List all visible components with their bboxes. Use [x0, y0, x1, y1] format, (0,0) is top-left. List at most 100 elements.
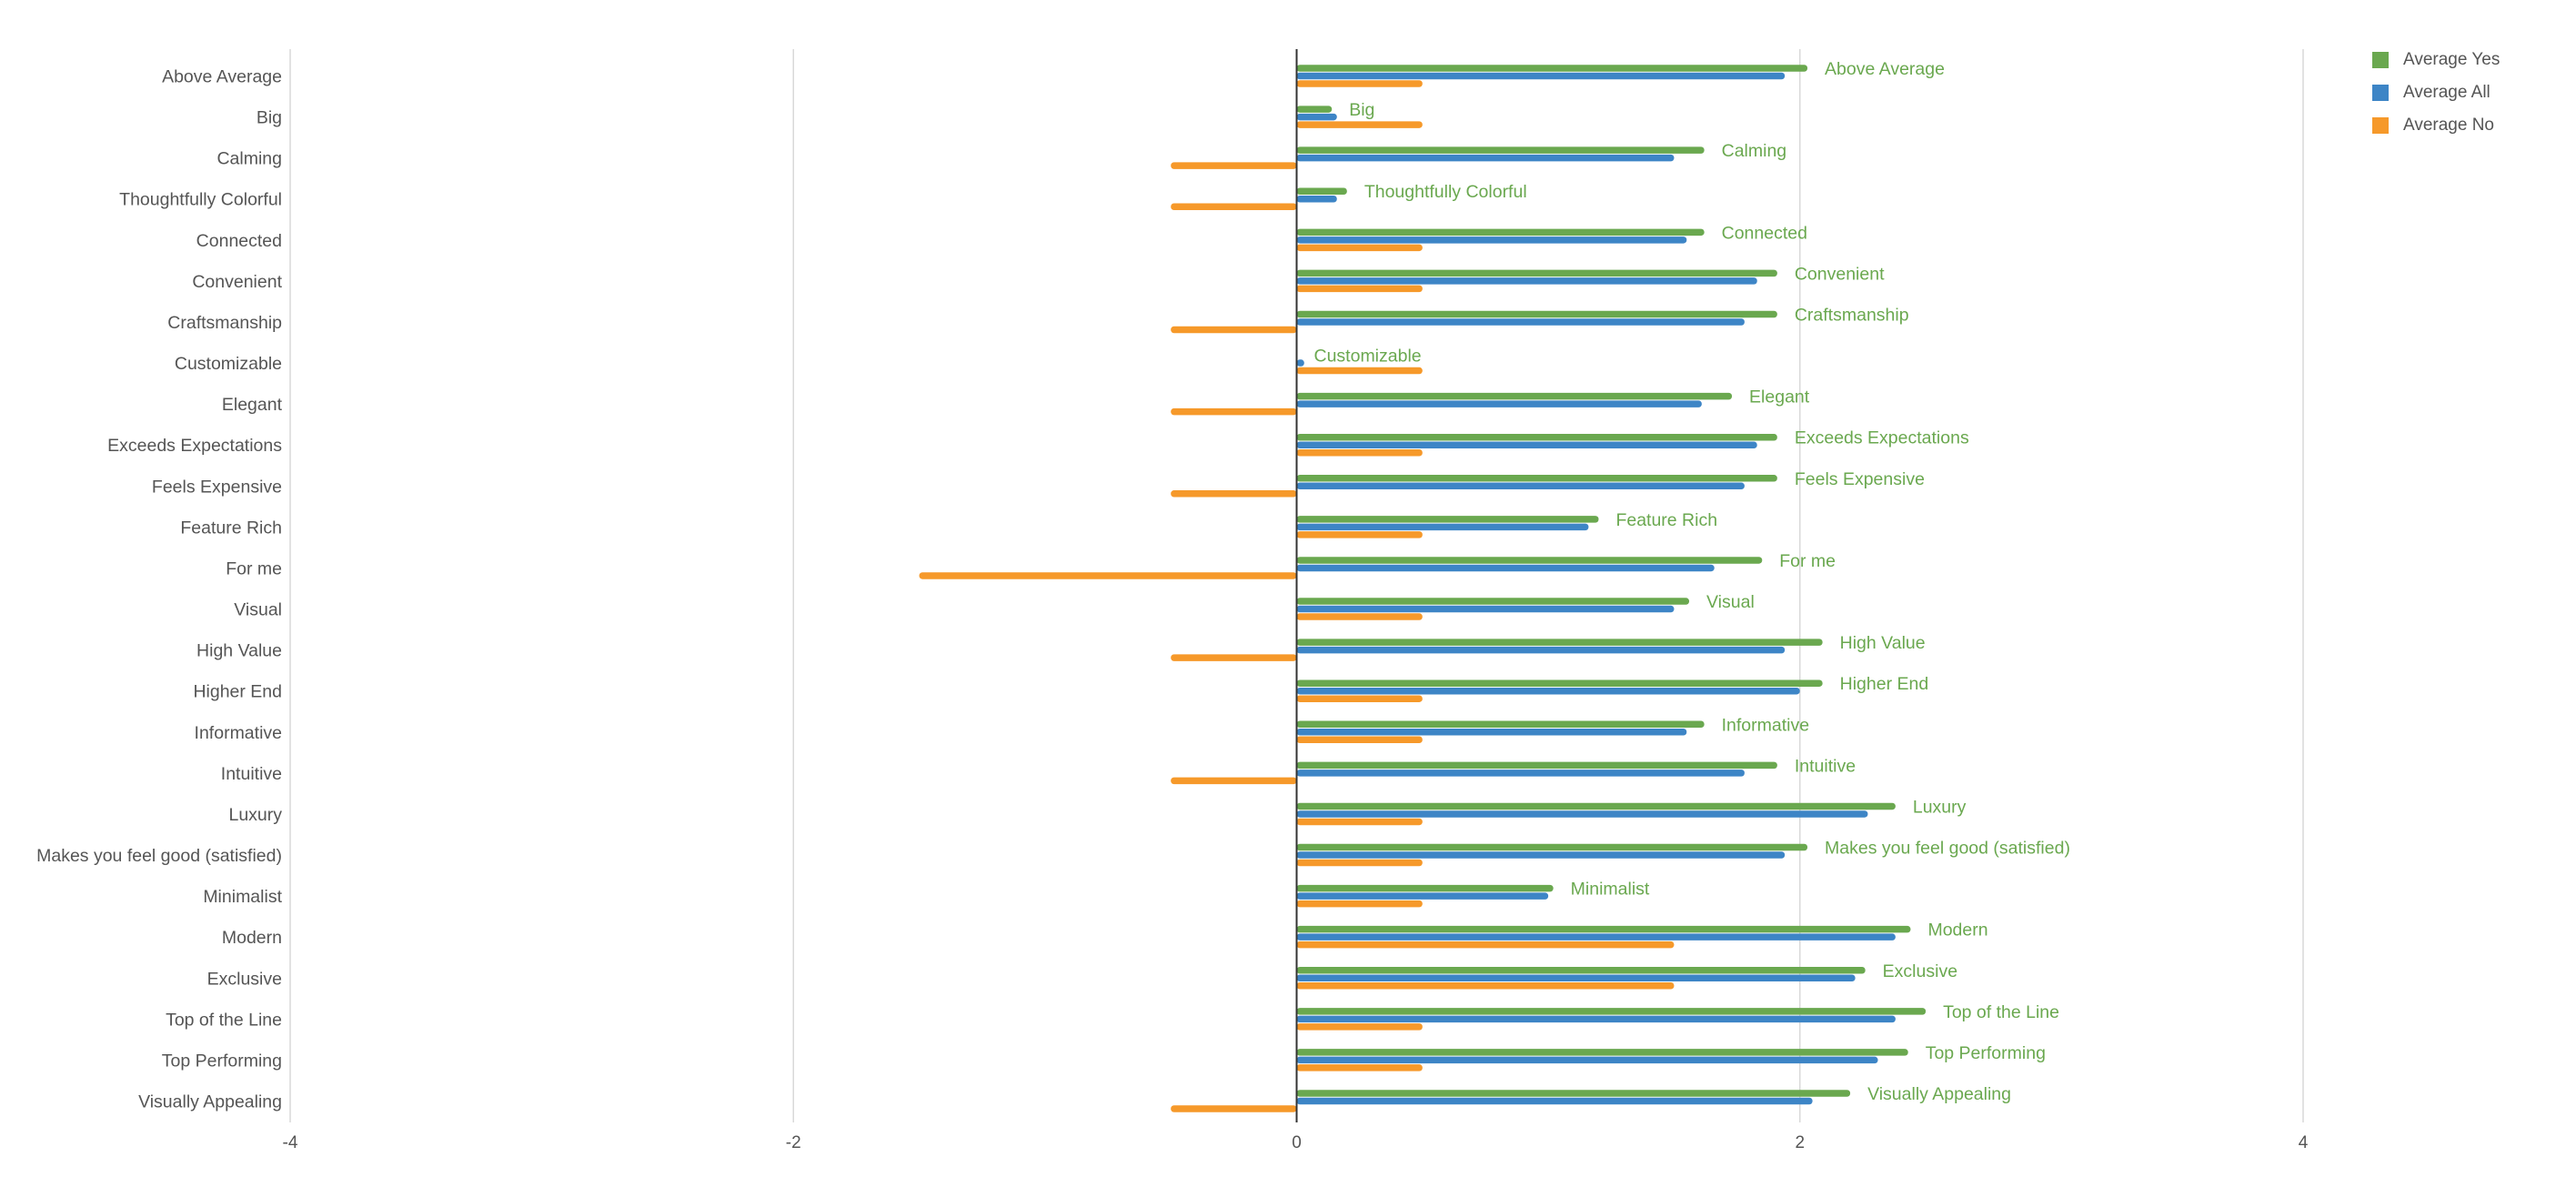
bar [1296, 367, 1423, 375]
bar [1296, 106, 1333, 113]
bar [1296, 187, 1347, 195]
category-label: Elegant [222, 395, 283, 415]
category-label: Feature Rich [180, 518, 282, 538]
category-label: Top of the Line [166, 1010, 282, 1030]
legend-label: Average All [2403, 83, 2490, 102]
category-label: Intuitive [221, 764, 282, 784]
bar [1296, 318, 1745, 326]
bar [1296, 392, 1733, 400]
bar [1296, 228, 1705, 236]
category-label: Connected [196, 231, 282, 251]
bar [1171, 326, 1297, 334]
bar [1296, 639, 1823, 646]
bar [1296, 729, 1687, 736]
bar [1296, 310, 1777, 318]
category-label: Higher End [193, 682, 282, 702]
data-annotation-label: Exceeds Expectations [1795, 428, 1969, 448]
bar [1296, 277, 1757, 285]
category-label: Big [257, 108, 282, 128]
data-annotation-label: Makes you feel good (satisfied) [1825, 839, 2070, 859]
legend-swatch [2372, 52, 2389, 68]
bar [1171, 162, 1297, 169]
bar [1296, 523, 1589, 531]
data-annotation-label: Intuitive [1795, 756, 1856, 776]
data-annotation-label: Craftsmanship [1795, 305, 1909, 325]
bar [1296, 884, 1554, 892]
bar [1296, 475, 1777, 482]
bar [1296, 818, 1423, 826]
data-annotation-label: Feature Rich [1615, 510, 1717, 530]
category-label: Exceeds Expectations [107, 436, 282, 456]
data-annotation-label: Feels Expensive [1795, 469, 1925, 489]
bar [1296, 859, 1423, 867]
bar [1296, 687, 1800, 695]
bar [1296, 1023, 1423, 1031]
legend: Average Yes Average All Average No [2372, 44, 2500, 142]
category-label: Above Average [162, 67, 282, 87]
data-annotation-label: Top of the Line [1943, 1002, 2059, 1022]
bar [1296, 1049, 1908, 1056]
x-tick-label: -4 [283, 1133, 298, 1152]
legend-swatch [2372, 85, 2389, 101]
bar [1296, 72, 1786, 80]
legend-item: Average No [2372, 109, 2500, 142]
bar [1296, 900, 1423, 908]
bar [1296, 770, 1745, 777]
legend-swatch [2372, 117, 2389, 134]
bar [1296, 646, 1786, 654]
category-label: Customizable [175, 354, 282, 374]
bar [1296, 482, 1745, 490]
data-annotation-label: Above Average [1825, 59, 1945, 79]
data-annotation-label: Convenient [1795, 264, 1885, 284]
data-annotation-label: Exclusive [1883, 961, 1957, 981]
category-label: Convenient [192, 272, 282, 292]
bar [1296, 933, 1896, 941]
bar [1296, 236, 1687, 244]
category-label: Exclusive [207, 969, 282, 989]
bar [1171, 490, 1297, 498]
x-tick-label: -2 [786, 1133, 801, 1152]
category-label: Calming [216, 149, 282, 169]
bar [1296, 843, 1808, 851]
bar [1296, 974, 1856, 982]
bar [1171, 203, 1297, 210]
bar [1296, 982, 1675, 990]
bar [1296, 269, 1777, 277]
data-annotation-label: Visual [1706, 592, 1755, 612]
bar [1296, 598, 1690, 605]
category-label: Feels Expensive [152, 477, 282, 497]
bar [1296, 121, 1423, 128]
bar [1296, 761, 1777, 770]
bar [1296, 1090, 1851, 1097]
data-annotation-label: Minimalist [1571, 880, 1650, 900]
bar [1171, 654, 1297, 661]
bar [1296, 810, 1868, 818]
bar [1296, 1097, 1813, 1105]
bar [1296, 516, 1599, 523]
data-annotation-label: For me [1779, 551, 1836, 571]
bar [1296, 925, 1911, 933]
bar [1171, 777, 1297, 785]
category-label: Visual [234, 600, 282, 620]
category-label: For me [226, 558, 282, 578]
bar [1296, 605, 1675, 613]
data-annotation-label: Higher End [1840, 674, 1929, 694]
data-annotation-label: Top Performing [1926, 1043, 2046, 1063]
bar [1296, 564, 1715, 572]
legend-label: Average Yes [2403, 50, 2501, 69]
category-label: Makes you feel good (satisfied) [36, 846, 282, 866]
data-annotation-label: Modern [1927, 920, 1987, 941]
bar [1296, 679, 1823, 687]
data-annotation-label: Customizable [1314, 347, 1422, 367]
x-tick-label: 4 [2299, 1133, 2309, 1152]
data-annotation-label: Thoughtfully Colorful [1364, 182, 1527, 202]
data-annotation-label: Calming [1722, 141, 1787, 161]
data-annotation-label: Luxury [1913, 797, 1967, 817]
bar [1296, 433, 1777, 441]
data-annotation-label: Connected [1722, 223, 1807, 243]
bar [1296, 802, 1896, 810]
data-annotation-label: Big [1349, 100, 1374, 120]
category-label: High Value [196, 641, 282, 661]
